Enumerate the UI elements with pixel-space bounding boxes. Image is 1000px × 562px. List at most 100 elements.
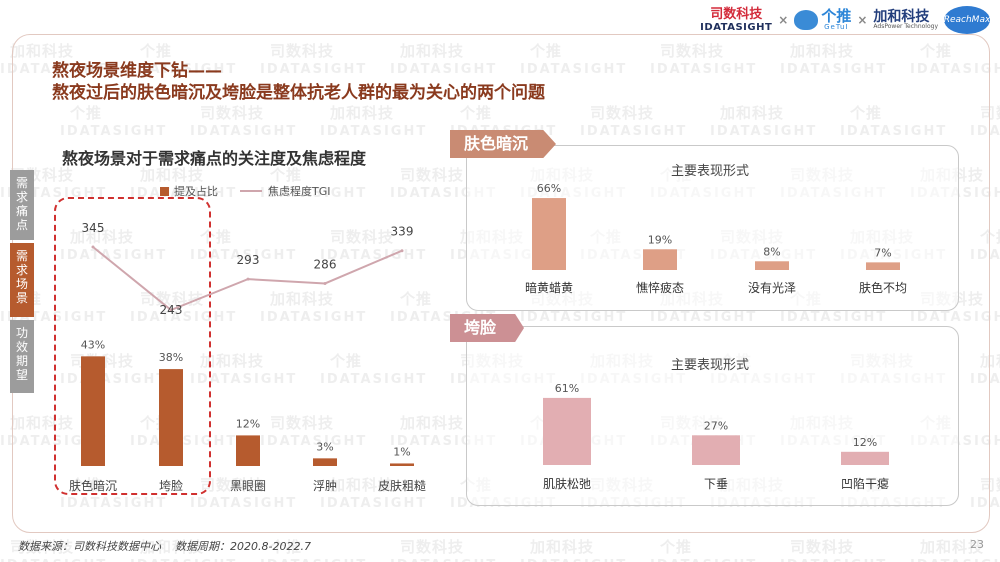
panel-category-label: 肌肤松弛 (543, 476, 591, 491)
watermark-text: IDATASIGHT (650, 558, 757, 562)
watermark-text: 司数科技 (200, 476, 265, 494)
panel-bar-label: 8% (763, 245, 780, 258)
watermark-text: IDATASIGHT (520, 558, 627, 562)
watermark-text: 加和科技 (10, 414, 75, 432)
watermark-text: 加和科技 (140, 166, 205, 184)
sishu-logo: 司数科技 IDATASIGHT (700, 8, 772, 33)
watermark-text: 加和科技 (980, 352, 1000, 370)
watermark-text: IDATASIGHT (130, 62, 238, 77)
sishu-logo-en: IDATASIGHT (700, 21, 773, 33)
main-category-label: 黑眼圈 (230, 479, 266, 493)
main-chart-legend: 提及占比 焦虑程度TGI (160, 183, 331, 199)
watermark-text: IDATASIGHT (190, 124, 298, 139)
watermark-text: IDATASIGHT (910, 310, 1000, 325)
panel-bar-label: 61% (555, 382, 579, 395)
watermark-text: IDATASIGHT (260, 434, 368, 449)
reachmax-logo-text: ReachMax (943, 15, 991, 25)
panel-category-label: 凹陷干瘪 (841, 476, 889, 491)
main-chart-title: 熬夜场景对于需求痛点的关注度及焦虑程度 (62, 149, 367, 168)
getui-logo-en: GeTuI (824, 23, 849, 31)
watermark-text: IDATASIGHT (190, 248, 298, 263)
main-category-label: 皮肤粗糙 (378, 478, 426, 493)
main-category-label: 肤色暗沉 (69, 478, 117, 493)
side-tab-pain-points[interactable]: 需求痛点 (10, 170, 34, 240)
watermark-text: IDATASIGHT (970, 496, 1000, 511)
panel-category-label: 没有光泽 (748, 280, 796, 295)
watermark-text: 加和科技 (790, 42, 855, 60)
panel-bar (755, 261, 789, 270)
watermark-text: 个推 (400, 290, 433, 308)
watermark-text: IDATASIGHT (130, 310, 238, 325)
panel-bar-label: 19% (648, 233, 672, 246)
side-tab-efficacy[interactable]: 功效期望 (10, 320, 34, 393)
jiahe-logo: 加和科技 AdsPower Technology (873, 10, 938, 30)
watermark-text: IDATASIGHT (60, 248, 168, 263)
panel-bar-label: 27% (704, 419, 728, 432)
jiahe-logo-en: AdsPower Technology (873, 23, 938, 30)
watermark-text: 司数科技 (270, 414, 335, 432)
watermark-text: 个推 (660, 538, 693, 556)
main-bar (313, 458, 337, 466)
side-tab-scenarios[interactable]: 需求场景 (10, 243, 34, 317)
watermark-text: 个推 (70, 476, 103, 494)
getui-logo: 个推 GeTuI (794, 9, 851, 31)
watermark-text: IDATASIGHT (520, 62, 628, 77)
watermark-text: IDATASIGHT (970, 124, 1000, 139)
tgi-label: 339 (391, 225, 414, 239)
legend-label-mention: 提及占比 (174, 185, 218, 198)
watermark-text: 个推 (200, 228, 233, 246)
watermark-text: IDATASIGHT (60, 496, 168, 511)
tgi-point (91, 245, 95, 249)
watermark-text: 司数科技 (790, 538, 855, 556)
watermark-text: IDATASIGHT (130, 558, 237, 562)
watermark-text: 个推 (460, 104, 493, 122)
watermark-text: 加和科技 (270, 290, 335, 308)
watermark-text: 加和科技 (720, 104, 785, 122)
watermark-text: 加和科技 (330, 104, 395, 122)
watermark-text: IDATASIGHT (320, 124, 428, 139)
main-category-label: 垮脸 (159, 479, 183, 493)
watermark-text: IDATASIGHT (390, 558, 497, 562)
watermark-text: IDATASIGHT (840, 124, 948, 139)
main-bar-label: 1% (393, 445, 410, 458)
watermark-text: IDATASIGHT (390, 62, 498, 77)
panel-bar (692, 435, 740, 465)
panel-bar-label: 7% (874, 246, 891, 259)
watermark-text: 加和科技 (330, 476, 395, 494)
tgi-label: 243 (160, 303, 183, 317)
watermark-text: IDATASIGHT (260, 62, 368, 77)
main-bar (81, 356, 105, 466)
panel-bar (866, 262, 900, 270)
watermark-text: IDATASIGHT (520, 310, 628, 325)
tgi-point (246, 277, 250, 281)
panel-category-label: 下垂 (704, 477, 728, 491)
footer-source: 数据来源：司数科技数据中心 数据周期：2020.8-2022.7 (18, 538, 311, 554)
watermark-text: 加和科技 (70, 228, 135, 246)
watermark-text: IDATASIGHT (0, 62, 108, 77)
main-bar (236, 435, 260, 466)
panel-tag-sagging: 垮脸 (450, 314, 525, 342)
panel-bar-label: 12% (853, 436, 877, 449)
footer-period-text: 数据周期：2020.8-2022.7 (175, 540, 311, 553)
footer-source-text: 数据来源：司数科技数据中心 (18, 540, 161, 553)
watermark-text: 个推 (140, 42, 173, 60)
watermark-text: IDATASIGHT (320, 372, 428, 387)
watermark-text: 司数科技 (660, 42, 725, 60)
watermark-text: IDATASIGHT (650, 310, 758, 325)
legend-item-mention: 提及占比 (160, 183, 218, 199)
watermark-text: IDATASIGHT (780, 558, 887, 562)
panel-category-label: 肤色不均 (859, 280, 907, 295)
tgi-label: 286 (314, 257, 337, 271)
panel-subtitle-dull-skin: 主要表现形式 (671, 164, 750, 179)
main-bar-label: 38% (159, 351, 183, 364)
watermark-text: 个推 (330, 352, 363, 370)
highlight-box (54, 197, 211, 495)
watermark-text: 司数科技 (980, 476, 1000, 494)
panel-bar (543, 397, 591, 465)
watermark-text: 个推 (980, 228, 1000, 246)
tgi-point (169, 308, 173, 312)
jiahe-logo-cn: 加和科技 (873, 9, 930, 25)
partner-logos: 司数科技 IDATASIGHT × 个推 GeTuI × 加和科技 AdsPow… (700, 6, 990, 34)
panel-category-label: 憔悴疲态 (636, 280, 684, 295)
